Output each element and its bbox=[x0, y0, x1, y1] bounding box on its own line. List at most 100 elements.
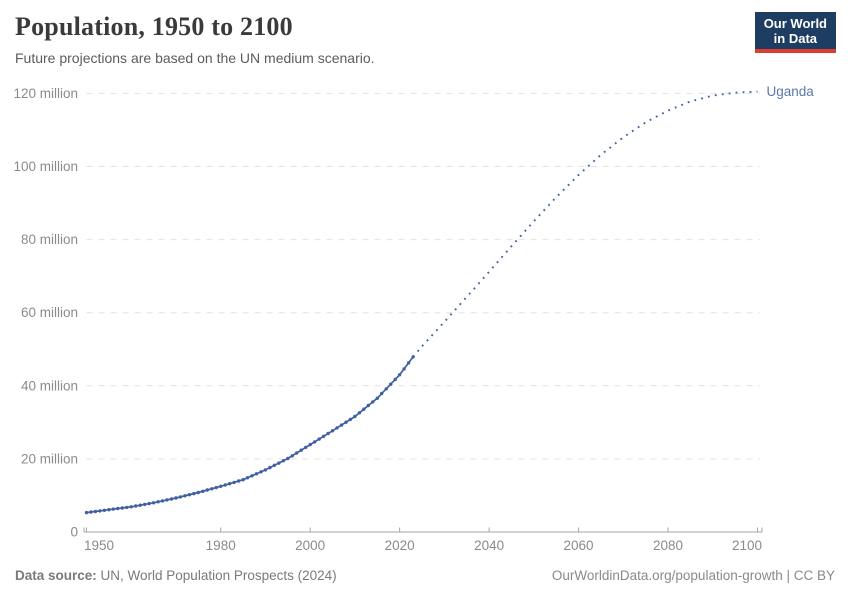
data-point-marker bbox=[210, 487, 214, 491]
y-axis-label: 0 bbox=[70, 525, 78, 540]
chart-subtitle: Future projections are based on the UN m… bbox=[15, 50, 375, 66]
data-point-marker bbox=[344, 420, 348, 424]
data-point-marker bbox=[93, 509, 98, 514]
y-axis-label: 40 million bbox=[21, 378, 78, 393]
data-point-marker bbox=[312, 440, 317, 444]
data-point-marker bbox=[232, 480, 236, 485]
data-point-marker bbox=[259, 470, 263, 474]
data-point-marker bbox=[89, 510, 93, 514]
data-point-marker bbox=[174, 496, 178, 500]
data-point-marker bbox=[120, 506, 125, 510]
data-point-marker bbox=[107, 508, 111, 512]
data-point-marker bbox=[98, 509, 102, 513]
data-point-marker bbox=[134, 504, 138, 508]
data-point-marker bbox=[227, 482, 232, 486]
historical-line bbox=[86, 356, 414, 514]
data-point-marker bbox=[236, 479, 241, 483]
data-point-marker bbox=[389, 382, 393, 386]
data-point-marker bbox=[357, 411, 362, 415]
data-point-marker bbox=[196, 490, 200, 495]
data-point-marker bbox=[335, 426, 339, 430]
data-point-marker bbox=[286, 456, 290, 461]
y-axis-label: 20 million bbox=[21, 451, 78, 466]
footer-link[interactable]: OurWorldinData.org/population-growth | C… bbox=[551, 568, 835, 583]
data-point-marker bbox=[272, 463, 277, 467]
data-point-marker bbox=[326, 431, 330, 436]
data-point-marker bbox=[183, 494, 187, 498]
x-axis-label: 2020 bbox=[385, 538, 415, 553]
data-point-marker bbox=[214, 485, 218, 490]
series-label-uganda[interactable]: Uganda bbox=[766, 83, 814, 99]
x-axis-label: 2100 bbox=[732, 538, 762, 553]
data-source-text: UN, World Population Prospects (2024) bbox=[96, 568, 337, 583]
data-point-marker bbox=[129, 505, 133, 509]
data-point-marker bbox=[169, 497, 174, 501]
x-axis-label: 2000 bbox=[295, 538, 325, 553]
data-point-marker bbox=[160, 499, 165, 503]
data-point-marker bbox=[156, 500, 160, 504]
data-point-marker bbox=[223, 483, 227, 487]
data-point-marker bbox=[304, 445, 308, 450]
data-point-marker bbox=[178, 495, 183, 499]
projection-line bbox=[412, 90, 758, 358]
x-axis-label: 2060 bbox=[564, 538, 594, 553]
data-point-marker bbox=[321, 434, 326, 438]
data-point-marker bbox=[147, 501, 151, 506]
data-point-marker bbox=[339, 423, 344, 427]
data-point-marker bbox=[384, 387, 388, 391]
y-axis-label: 100 million bbox=[13, 159, 78, 174]
y-axis-label: 60 million bbox=[21, 305, 78, 320]
data-point-marker bbox=[116, 506, 120, 511]
data-point-marker bbox=[277, 461, 281, 465]
data-point-marker bbox=[402, 367, 406, 371]
data-point-marker bbox=[192, 491, 196, 496]
page-title: Population, 1950 to 2100 bbox=[15, 12, 293, 41]
data-point-marker bbox=[330, 429, 335, 433]
data-point-marker bbox=[102, 508, 107, 512]
x-axis-label: 1950 bbox=[84, 538, 114, 553]
chart-footer: Data source: UN, World Population Prospe… bbox=[15, 568, 835, 583]
data-point-marker bbox=[245, 476, 250, 480]
data-point-marker bbox=[254, 472, 259, 476]
data-point-marker bbox=[281, 459, 285, 463]
data-point-marker bbox=[290, 454, 294, 458]
owid-logo-line2: in Data bbox=[773, 31, 818, 46]
data-point-marker bbox=[143, 502, 147, 507]
data-point-marker bbox=[371, 400, 375, 404]
y-axis-label: 120 million bbox=[13, 86, 78, 101]
data-point-marker bbox=[263, 468, 268, 472]
data-point-marker bbox=[348, 417, 353, 422]
data-point-marker bbox=[138, 503, 142, 507]
data-point-marker bbox=[250, 474, 254, 478]
data-point-marker bbox=[111, 507, 116, 511]
data-point-marker bbox=[219, 484, 223, 488]
y-axis-label: 80 million bbox=[21, 232, 78, 247]
x-axis-label: 2040 bbox=[474, 538, 504, 553]
data-point-marker bbox=[201, 489, 205, 493]
data-point-marker bbox=[187, 493, 192, 497]
data-point-marker bbox=[299, 448, 303, 452]
data-point-marker bbox=[366, 403, 370, 408]
data-point-marker bbox=[353, 414, 357, 419]
data-point-marker bbox=[380, 391, 384, 396]
owid-logo[interactable]: Our World in Data bbox=[754, 12, 836, 53]
data-point-marker bbox=[406, 361, 411, 365]
data-point-marker bbox=[268, 465, 272, 470]
data-source-note: Data source: UN, World Population Prospe… bbox=[15, 568, 337, 583]
data-point-marker bbox=[165, 498, 169, 502]
data-point-marker bbox=[308, 442, 312, 447]
data-source-label: Data source: bbox=[15, 568, 97, 583]
owid-logo-line1: Our World bbox=[763, 16, 827, 31]
data-point-marker bbox=[393, 377, 397, 382]
data-point-marker bbox=[241, 478, 245, 482]
data-point-marker bbox=[295, 451, 299, 455]
data-point-marker bbox=[362, 407, 366, 411]
data-point-marker bbox=[84, 510, 89, 515]
data-point-marker bbox=[317, 437, 321, 441]
x-axis-label: 1980 bbox=[206, 538, 236, 553]
data-point-marker bbox=[375, 396, 379, 400]
data-point-marker bbox=[125, 505, 129, 510]
x-axis-label: 2080 bbox=[653, 538, 683, 553]
